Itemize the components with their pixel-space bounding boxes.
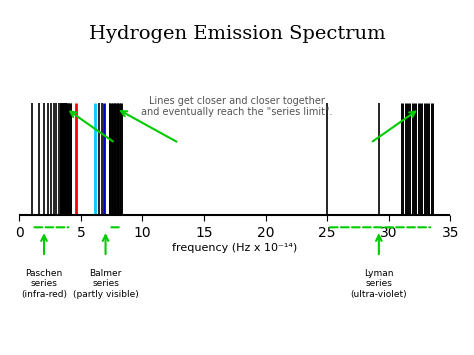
X-axis label: frequency (Hz x 10⁻¹⁴): frequency (Hz x 10⁻¹⁴)	[172, 242, 298, 253]
Text: Lines get closer and closer together
and eventually reach the "series limit".: Lines get closer and closer together and…	[141, 96, 333, 118]
Text: Lyman
series
(ultra-violet): Lyman series (ultra-violet)	[351, 269, 407, 299]
Text: Hydrogen Emission Spectrum: Hydrogen Emission Spectrum	[89, 25, 385, 43]
Text: Balmer
series
(partly visible): Balmer series (partly visible)	[73, 269, 138, 299]
Text: Paschen
series
(infra-red): Paschen series (infra-red)	[21, 269, 67, 299]
